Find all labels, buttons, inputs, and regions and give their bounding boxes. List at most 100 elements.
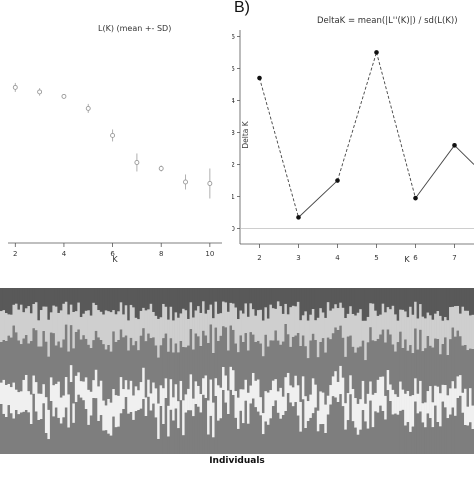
- bar-segment: [344, 288, 347, 318]
- bar-segment: [417, 318, 420, 349]
- bar-segment: [294, 288, 297, 306]
- bar-segment: [359, 399, 362, 430]
- series-segment: [377, 52, 416, 198]
- bar-segment: [227, 351, 230, 391]
- panel-b-deltak-chart: B) DeltaK = mean(|L''(K)|) / sd(L(K)) De…: [232, 0, 474, 270]
- bar-segment: [284, 377, 287, 411]
- bar-segment: [249, 303, 252, 332]
- bar-segment: [417, 413, 420, 454]
- bar-segment: [220, 288, 223, 313]
- bar-segment: [404, 288, 407, 311]
- y-tick-label: 1: [232, 193, 235, 201]
- bar-segment: [25, 375, 28, 410]
- bar-segment: [242, 314, 245, 343]
- bar-segment: [230, 303, 233, 326]
- bar-segment: [220, 336, 223, 388]
- bar-segment: [362, 288, 365, 321]
- bar-segment: [407, 391, 410, 422]
- bar-segment: [339, 366, 342, 394]
- bar-segment: [449, 288, 452, 307]
- bar-segment: [382, 304, 385, 330]
- bar-segment: [347, 337, 350, 393]
- bar-segment: [222, 367, 225, 390]
- bar-segment: [115, 395, 118, 427]
- bar-segment: [52, 385, 55, 416]
- bar-segment: [319, 342, 322, 391]
- data-point: [86, 106, 90, 110]
- bar-segment: [215, 328, 218, 378]
- bar-segment: [324, 405, 327, 433]
- bar-segment: [140, 288, 143, 311]
- bar-segment: [262, 321, 265, 357]
- bar-segment: [257, 310, 260, 341]
- bar-segment: [237, 288, 240, 319]
- bar-segment: [12, 288, 15, 305]
- bar-segment: [140, 311, 143, 336]
- bar-segment: [180, 341, 183, 381]
- bar-segment: [85, 288, 88, 311]
- bar-segment: [110, 403, 113, 436]
- bar-segment: [180, 400, 183, 454]
- bar-segment: [82, 314, 85, 336]
- bar-segment: [7, 336, 10, 384]
- bar-segment: [462, 307, 465, 346]
- bar-segment: [165, 378, 168, 398]
- bar-segment: [67, 288, 70, 314]
- bar-segment: [394, 352, 397, 394]
- bar-segment: [145, 397, 148, 416]
- bar-segment: [377, 413, 380, 454]
- bar-segment: [120, 288, 123, 302]
- bar-segment: [464, 311, 467, 345]
- bar-segment: [272, 406, 275, 454]
- bar-segment: [442, 402, 445, 454]
- bar-segment: [222, 288, 225, 302]
- bar-segment: [7, 288, 10, 314]
- bar-segment: [409, 345, 412, 396]
- bar-segment: [419, 381, 422, 412]
- bar-segment: [160, 345, 163, 385]
- data-point: [452, 143, 457, 148]
- bar-segment: [354, 428, 357, 454]
- bar-segment: [312, 378, 315, 413]
- bar-segment: [160, 317, 163, 345]
- bar-segment: [452, 381, 455, 407]
- bar-segment: [127, 351, 130, 390]
- bar-segment: [452, 288, 455, 307]
- bar-segment: [277, 391, 280, 413]
- bar-segment: [462, 393, 465, 413]
- bar-segment: [85, 377, 88, 409]
- bar-segment: [122, 314, 125, 337]
- bar-segment: [95, 288, 98, 305]
- bar-segment: [444, 337, 447, 385]
- bar-segment: [42, 307, 45, 332]
- bar-segment: [160, 406, 163, 454]
- bar-segment: [37, 288, 40, 320]
- bar-segment: [200, 394, 203, 412]
- bar-segment: [147, 309, 150, 333]
- bar-segment: [297, 288, 300, 302]
- bar-segment: [15, 304, 18, 333]
- bar-segment: [200, 313, 203, 346]
- bar-segment: [5, 313, 8, 341]
- bar-segment: [442, 288, 445, 321]
- bar-segment: [185, 288, 188, 310]
- bar-segment: [187, 288, 190, 319]
- bar-segment: [180, 381, 183, 400]
- bar-segment: [232, 304, 235, 330]
- bar-segment: [357, 348, 360, 404]
- bar-segment: [185, 394, 188, 412]
- bar-segment: [324, 288, 327, 318]
- bar-segment: [172, 397, 175, 420]
- bar-segment: [115, 288, 118, 314]
- bar-segment: [27, 344, 30, 392]
- bar-segment: [427, 336, 430, 391]
- bar-segment: [72, 288, 75, 312]
- bar-segment: [22, 412, 25, 454]
- bar-segment: [469, 349, 472, 388]
- bar-segment: [147, 380, 150, 397]
- bar-segment: [267, 319, 270, 347]
- bar-segment: [235, 391, 238, 418]
- bar-segment: [210, 288, 213, 305]
- bar-segment: [202, 378, 205, 395]
